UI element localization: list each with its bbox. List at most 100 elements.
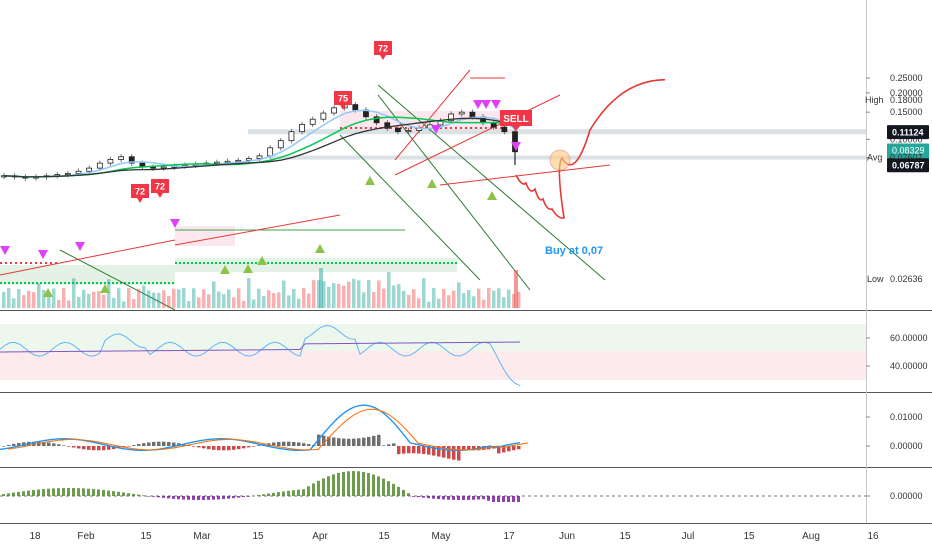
time-tick-label: Mar — [193, 531, 211, 542]
macd-histogram-bar — [227, 446, 231, 451]
macd-histogram-bar — [327, 436, 331, 446]
macd-histogram-bar — [417, 446, 421, 454]
volume-bar — [447, 295, 451, 308]
green-box-mid — [175, 258, 457, 272]
buy-signal-triangle — [243, 264, 253, 273]
macd-histogram-bar — [122, 446, 126, 448]
macd-histogram-bar — [307, 444, 311, 446]
macd-histogram-bar — [292, 441, 296, 446]
osc-histogram-bar — [407, 493, 410, 496]
macd-histogram-bar — [397, 446, 401, 455]
macd-histogram-bar — [277, 441, 281, 446]
macd-histogram-bar — [297, 442, 301, 446]
price-tick-label: 0.10000 — [890, 134, 923, 144]
macd-histogram-bar — [497, 446, 501, 454]
osc-histogram-bar — [347, 471, 350, 496]
macd-histogram-bar — [217, 446, 221, 451]
volume-bar — [402, 290, 406, 308]
candle-up — [277, 140, 284, 149]
volume-bar — [232, 297, 236, 308]
buy-signal-triangle — [365, 176, 375, 185]
macd-histogram-bar — [467, 446, 471, 451]
osc-histogram-bar — [182, 496, 185, 500]
candle-up — [288, 131, 295, 142]
low-value: 0.02636 — [890, 274, 923, 284]
candle-up — [160, 166, 167, 169]
overlay-layer — [0, 69, 611, 311]
macd-histogram-bar — [362, 437, 366, 446]
candle-up — [245, 158, 252, 161]
volume-bar — [482, 299, 486, 308]
macd-histogram-bar — [452, 446, 456, 460]
macd-histogram-bar — [72, 446, 76, 448]
volume-bar — [192, 288, 196, 308]
macd-histogram-bar — [272, 442, 276, 446]
volume-bar — [112, 297, 116, 308]
osc-histogram-bar — [357, 471, 360, 496]
osc-histogram-bar — [147, 495, 150, 497]
volume-bar — [472, 296, 476, 308]
macd-histogram-bar — [347, 438, 351, 446]
trend-channel-line — [59, 249, 176, 311]
osc-histogram-bar — [57, 488, 60, 496]
osc-histogram-bar — [412, 496, 415, 497]
volume-bar — [422, 278, 426, 308]
osc-histogram-bar — [337, 472, 340, 496]
candle-down — [394, 127, 401, 133]
volume-bar — [202, 289, 206, 308]
macd-histogram-bar — [427, 446, 431, 455]
macd-histogram-bar — [232, 446, 236, 450]
rsi-marker-tag-shape — [334, 91, 352, 110]
volume-bar — [387, 271, 391, 308]
volume-bar — [512, 293, 516, 308]
rsi-marker-tag: 72 — [155, 182, 165, 192]
osc-histogram-bar — [92, 489, 95, 496]
volume-bar — [317, 280, 321, 308]
current-price-value: 0.08329 — [892, 146, 925, 156]
volume-bar — [287, 295, 291, 308]
last-price-box — [887, 125, 929, 140]
rsi-marker-tag: 72 — [135, 187, 145, 197]
osc-histogram-bar — [427, 496, 430, 499]
macd-histogram-bar — [132, 445, 136, 446]
small-red-box — [175, 226, 235, 246]
macd-histogram-bar — [107, 446, 111, 450]
macd-panel — [0, 393, 866, 467]
osc-histogram-bar — [402, 489, 405, 496]
buy-signal-triangle — [100, 284, 110, 293]
macd-histogram-bar — [52, 443, 56, 446]
volume-bar — [282, 280, 286, 308]
macd-histogram-bar — [442, 446, 446, 458]
volume-bar — [397, 284, 401, 308]
projection-path — [515, 78, 666, 219]
osc-histogram-bar — [502, 496, 505, 502]
osc-histogram-bar — [392, 483, 395, 496]
last-price-value: 0.11124 — [892, 128, 924, 138]
osc-histogram-bar — [227, 496, 230, 499]
osc-histogram-bar — [32, 490, 35, 496]
candle-down — [384, 122, 391, 129]
ma-fast-line — [3, 109, 516, 178]
osc-histogram-bar — [312, 483, 315, 496]
volume-bar — [392, 285, 396, 308]
osc-histogram-bar — [37, 489, 40, 496]
macd-histogram-bar — [202, 446, 206, 449]
volume-bar — [432, 288, 436, 308]
macd-histogram-bar — [117, 446, 121, 449]
volume-bar — [467, 290, 471, 308]
volume-bar — [417, 298, 421, 308]
volume-bar — [47, 296, 51, 308]
price-tick-label: 0.20000 — [890, 88, 923, 98]
macd-tick-label: 0.01000 — [890, 412, 923, 422]
macd-histogram-bar — [457, 446, 461, 461]
osc-histogram-bar — [332, 474, 335, 496]
volume-bar — [477, 288, 481, 308]
osc-histogram-bar — [47, 488, 50, 496]
time-tick-label: 16 — [867, 531, 879, 542]
volume-bar — [147, 290, 151, 308]
volume-bar — [92, 291, 96, 308]
volume-bar — [2, 292, 6, 308]
osc-histogram-bar — [422, 496, 425, 498]
volume-bar — [367, 280, 371, 308]
macd-histogram-bar — [447, 446, 451, 459]
